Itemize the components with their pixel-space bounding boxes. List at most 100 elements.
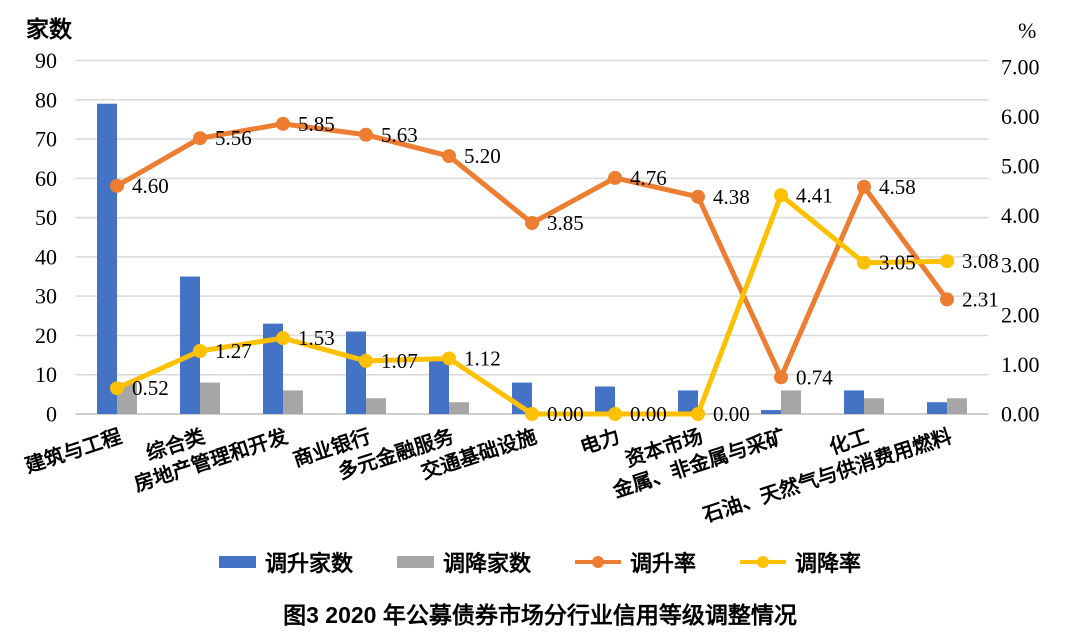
line-marker <box>608 407 622 421</box>
legend-line-swatch-icon <box>575 555 621 569</box>
data-label: 5.56 <box>215 126 252 150</box>
line-marker <box>110 178 124 193</box>
bar <box>429 359 449 414</box>
data-label: 1.12 <box>464 346 501 370</box>
upgrade-rate-line: 4.60 5.56 5.85 5.63 5.20 3.85 4.76 4.38 0.74 4.58… <box>110 112 999 389</box>
bar <box>781 390 801 414</box>
line-marker <box>359 127 373 142</box>
line-marker <box>442 149 456 164</box>
bar <box>678 390 698 414</box>
gridlines <box>75 59 989 415</box>
category-label: 建筑与工程 <box>22 424 125 478</box>
left-axis-tick-label: 90 <box>35 48 57 73</box>
bar <box>947 398 967 414</box>
line-marker <box>276 116 290 131</box>
data-label: 3.05 <box>879 251 916 275</box>
line-marker <box>442 351 456 366</box>
data-label: 1.53 <box>298 326 335 350</box>
line-marker <box>276 331 290 346</box>
bar <box>595 386 615 414</box>
left-axis-tick-label: 10 <box>35 362 57 387</box>
bar <box>263 323 283 414</box>
left-axis-tick-label: 60 <box>35 166 57 191</box>
bar <box>346 331 366 414</box>
data-label: 4.76 <box>630 166 667 190</box>
left-axis-unit-label: 家数 <box>26 16 72 42</box>
bar <box>761 410 781 414</box>
line-marker <box>774 370 788 385</box>
line-marker <box>691 189 705 204</box>
legend-item: 调降家数 <box>396 546 531 578</box>
data-label: 4.41 <box>796 183 833 207</box>
left-axis-tick-label: 50 <box>35 205 57 230</box>
data-label: 4.60 <box>132 174 169 198</box>
bar <box>844 390 864 414</box>
data-label: 1.27 <box>215 339 252 363</box>
data-label: 0.00 <box>547 402 584 426</box>
right-axis-tick-label: 7.00 <box>1001 54 1040 79</box>
line-marker <box>359 353 373 368</box>
line-marker <box>193 344 207 359</box>
legend-label: 调降家数 <box>442 551 531 576</box>
bar <box>864 398 884 414</box>
legend-label: 调升率 <box>630 551 697 576</box>
legend-line-swatch-icon <box>740 555 787 569</box>
data-label: 4.58 <box>879 175 916 199</box>
left-axis-tick-label: 0 <box>46 402 57 427</box>
bar <box>366 398 386 414</box>
left-axis-tick-label: 40 <box>35 244 57 269</box>
data-label: 5.20 <box>464 144 501 168</box>
line-marker <box>940 292 954 307</box>
left-axis-tick-label: 80 <box>35 87 57 112</box>
data-label: 1.07 <box>381 349 418 373</box>
right-axis-unit-label: % <box>1018 18 1037 43</box>
left-axis-tick-label: 20 <box>35 323 57 348</box>
legend-item: 调升家数 <box>218 546 353 578</box>
bar <box>97 103 117 414</box>
line-marker <box>691 407 705 421</box>
legend-label: 调降率 <box>795 551 862 576</box>
right-axis-tick-label: 6.00 <box>1001 104 1040 129</box>
line-marker <box>857 179 871 194</box>
left-axis-ticks: 0 10 20 30 40 50 60 70 80 90 <box>35 48 57 427</box>
right-axis-tick-label: 4.00 <box>1001 203 1040 228</box>
legend-label: 调升家数 <box>264 551 353 576</box>
left-axis-tick-label: 70 <box>35 127 57 152</box>
data-label: 3.08 <box>962 249 999 273</box>
left-axis-tick-label: 30 <box>35 284 57 309</box>
bar <box>283 390 303 414</box>
bar <box>927 402 947 414</box>
downgrade-count-bars <box>117 382 967 414</box>
data-label: 5.63 <box>381 123 418 147</box>
right-axis-ticks: 0.00 1.00 2.00 3.00 4.00 5.00 6.00 7.00 <box>1001 54 1040 426</box>
line-marker <box>110 381 124 396</box>
chart-legend: 调升家数 调降家数 调升率 调降率 <box>0 544 1080 580</box>
legend-item: 调升率 <box>575 546 696 578</box>
right-axis-tick-label: 2.00 <box>1001 302 1040 327</box>
right-axis-tick-label: 0.00 <box>1001 402 1040 427</box>
bar <box>180 276 200 414</box>
data-label: 0.74 <box>796 365 833 389</box>
bar <box>449 402 469 414</box>
legend-item: 调降率 <box>740 546 861 578</box>
figure-caption: 图3 2020 年公募债券市场分行业信用等级调整情况 <box>283 602 797 628</box>
category-label: 电力 <box>577 425 622 459</box>
data-label: 3.85 <box>547 211 584 235</box>
data-label: 4.38 <box>713 185 750 209</box>
line-marker <box>608 170 622 185</box>
line-marker <box>857 255 871 270</box>
line-marker <box>525 407 539 421</box>
line-marker <box>774 188 788 203</box>
legend-bar-swatch-icon <box>218 556 256 568</box>
data-label: 2.31 <box>962 287 999 311</box>
bar <box>200 382 220 414</box>
right-axis-tick-label: 1.00 <box>1001 352 1040 377</box>
data-label: 0.00 <box>713 402 750 426</box>
data-label: 0.52 <box>132 376 169 400</box>
data-label: 0.00 <box>630 402 667 426</box>
legend-bar-swatch-icon <box>396 556 434 568</box>
data-label: 5.85 <box>298 112 335 136</box>
